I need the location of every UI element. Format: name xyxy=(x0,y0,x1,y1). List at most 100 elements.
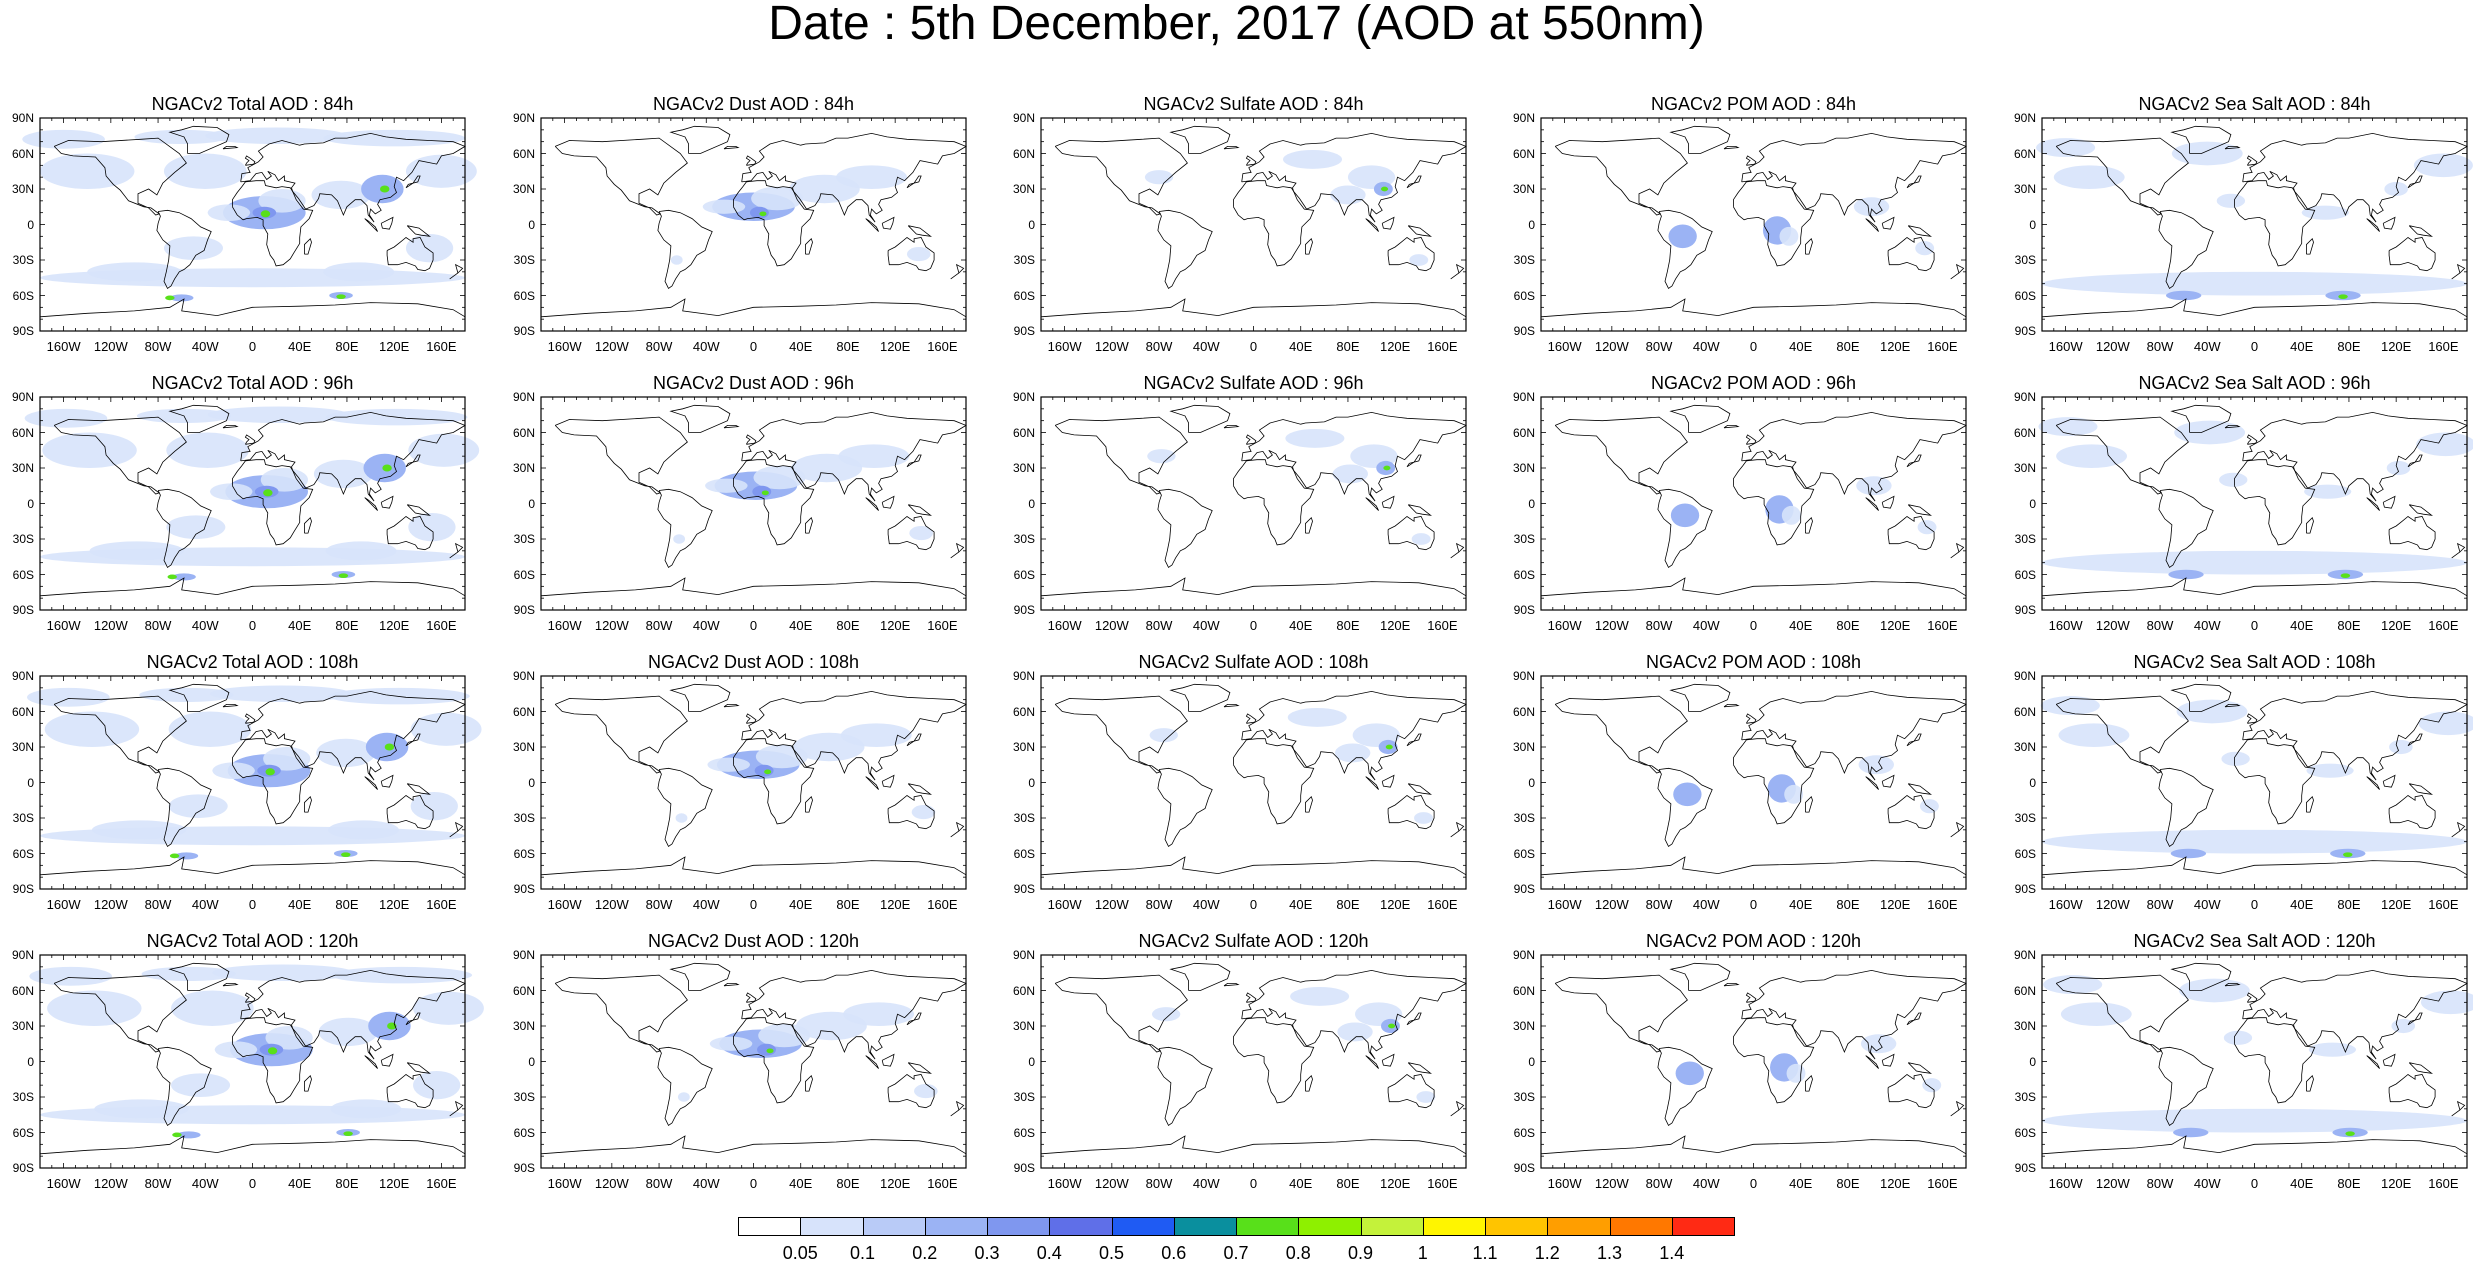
coastline xyxy=(657,488,713,568)
lon-tick-label: 160E xyxy=(1927,339,1958,354)
coastline xyxy=(2246,992,2258,1003)
coastline xyxy=(1365,1055,1379,1069)
coastline xyxy=(2407,175,2423,189)
panel-title: NGACv2 Total AOD : 96h xyxy=(151,373,354,393)
lat-tick-label: 60S xyxy=(1013,846,1035,861)
panel-title: NGACv2 Total AOD : 84h xyxy=(151,94,354,114)
coastline xyxy=(364,1055,378,1069)
lon-tick-label: 160E xyxy=(927,618,958,633)
lon-tick-label: 120W xyxy=(1594,339,1629,354)
coastline xyxy=(1657,1046,1713,1126)
aod-region xyxy=(166,515,226,539)
aod-region xyxy=(382,464,392,472)
lat-tick-label: 90S xyxy=(12,324,34,338)
lon-tick-label: 80W xyxy=(1145,618,1173,633)
lon-tick-label: 0 xyxy=(749,897,758,912)
aod-region xyxy=(1853,197,1890,217)
lon-tick-label: 160W xyxy=(1047,1176,1082,1191)
aod-region xyxy=(1416,1091,1436,1103)
coastline xyxy=(244,155,256,166)
lat-tick-label: 90S xyxy=(1513,1161,1535,1175)
aod-map xyxy=(540,675,967,890)
aod-region xyxy=(267,1047,278,1055)
coastline xyxy=(1733,738,1815,825)
lat-tick-label: 90S xyxy=(1513,882,1535,896)
lon-tick-label: 120E xyxy=(378,618,410,633)
coastline xyxy=(805,1074,813,1092)
aod-region xyxy=(171,1073,231,1097)
coastline xyxy=(2382,216,2396,230)
lat-tick-label: 90N xyxy=(1012,669,1035,683)
lon-tick-label: 0 xyxy=(1249,897,1258,912)
coastline xyxy=(53,416,187,495)
aod-region xyxy=(172,573,196,581)
aod-region xyxy=(260,468,308,492)
coastline xyxy=(1741,411,1967,502)
aod-region xyxy=(174,852,199,860)
aod-map xyxy=(1540,117,1967,332)
colorbar-label: 0.2 xyxy=(912,1243,938,1263)
coastline xyxy=(2158,1046,2214,1126)
lon-tick-label: 160E xyxy=(927,897,958,912)
coastline xyxy=(2306,1074,2314,1092)
lon-tick-label: 120W xyxy=(2095,618,2130,633)
aod-region xyxy=(2413,153,2473,178)
coastline xyxy=(881,216,895,230)
panel-title: NGACv2 POM AOD : 84h xyxy=(1650,94,1857,114)
lon-tick-label: 120W xyxy=(1094,618,1129,633)
coastline xyxy=(906,175,922,189)
coastline xyxy=(1881,774,1895,788)
aod-region xyxy=(2056,444,2127,468)
coastline xyxy=(1950,1100,1965,1117)
lon-tick-label: 160W xyxy=(46,339,81,354)
coastline xyxy=(1906,175,1922,189)
lat-tick-label: 30S xyxy=(1513,253,1535,267)
aod-region xyxy=(677,1092,690,1102)
lon-tick-label: 0 xyxy=(2250,339,2259,354)
coastline xyxy=(1540,1135,1967,1155)
lon-tick-label: 80W xyxy=(2146,1176,2174,1191)
aod-region xyxy=(1385,744,1393,750)
coastline xyxy=(1723,425,1740,429)
map-panel-total-2: NGACv2 Total AOD : 108h 90N 60N 30N 0 30S 60S 9… xyxy=(12,652,482,912)
coastline xyxy=(1241,132,1467,223)
colorbar-label: 1 xyxy=(1417,1243,1428,1263)
coastline xyxy=(1223,704,1240,708)
lat-tick-label: 90N xyxy=(1012,111,1035,125)
lon-tick-label: 120E xyxy=(879,897,911,912)
lon-tick-label: 80W xyxy=(645,339,673,354)
aod-region xyxy=(2042,1108,2467,1133)
lat-tick-label: 90N xyxy=(1512,948,1535,962)
aod-region xyxy=(675,813,688,823)
coastline xyxy=(1157,209,1213,289)
lon-tick-label: 80E xyxy=(836,897,860,912)
aod-region xyxy=(2304,484,2352,499)
coastline xyxy=(156,1046,212,1126)
coastline xyxy=(2306,795,2314,813)
coastline xyxy=(1241,411,1467,502)
coastline xyxy=(1223,146,1240,150)
coastline xyxy=(1741,690,1967,781)
panel-title: NGACv2 Sulfate AOD : 84h xyxy=(1143,94,1364,114)
aod-region xyxy=(205,127,347,145)
lat-tick-label: 0 xyxy=(1528,217,1535,232)
lon-tick-label: 120E xyxy=(378,1176,410,1191)
lat-tick-label: 90N xyxy=(11,669,34,683)
lon-tick-label: 120W xyxy=(1594,618,1629,633)
coastline xyxy=(244,992,256,1003)
aod-region xyxy=(22,129,105,149)
lon-tick-label: 80W xyxy=(144,1176,172,1191)
lat-tick-label: 60S xyxy=(2014,846,2036,861)
coastline xyxy=(1245,155,1257,166)
coastline xyxy=(1657,209,1713,289)
aod-region xyxy=(673,534,686,544)
coastline xyxy=(1241,969,1467,1060)
lon-tick-label: 80E xyxy=(836,1176,860,1191)
coastline xyxy=(907,504,933,516)
aod-region xyxy=(316,738,376,768)
coastline xyxy=(406,1062,432,1074)
aod-region xyxy=(408,512,456,542)
coastline xyxy=(805,516,813,534)
lat-tick-label: 60N xyxy=(1512,983,1535,998)
aod-region xyxy=(843,1002,915,1026)
